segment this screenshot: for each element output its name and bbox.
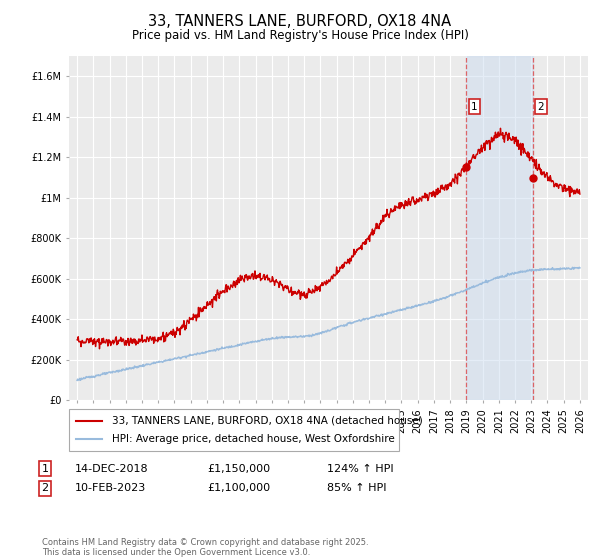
- Text: 33, TANNERS LANE, BURFORD, OX18 4NA: 33, TANNERS LANE, BURFORD, OX18 4NA: [148, 14, 452, 29]
- Text: 33, TANNERS LANE, BURFORD, OX18 4NA (detached house): 33, TANNERS LANE, BURFORD, OX18 4NA (det…: [112, 416, 422, 426]
- Text: 2: 2: [538, 102, 544, 111]
- Text: 1: 1: [471, 102, 478, 111]
- Text: 124% ↑ HPI: 124% ↑ HPI: [327, 464, 394, 474]
- Text: 1: 1: [41, 464, 49, 474]
- Text: Price paid vs. HM Land Registry's House Price Index (HPI): Price paid vs. HM Land Registry's House …: [131, 29, 469, 42]
- Bar: [466, 56, 533, 400]
- Text: 10-FEB-2023: 10-FEB-2023: [75, 483, 146, 493]
- Text: £1,150,000: £1,150,000: [207, 464, 270, 474]
- Text: Contains HM Land Registry data © Crown copyright and database right 2025.
This d: Contains HM Land Registry data © Crown c…: [42, 538, 368, 557]
- Text: £1,100,000: £1,100,000: [207, 483, 270, 493]
- Text: HPI: Average price, detached house, West Oxfordshire: HPI: Average price, detached house, West…: [112, 434, 395, 444]
- FancyBboxPatch shape: [69, 409, 399, 451]
- Text: 85% ↑ HPI: 85% ↑ HPI: [327, 483, 386, 493]
- Text: 2: 2: [41, 483, 49, 493]
- Text: 14-DEC-2018: 14-DEC-2018: [75, 464, 149, 474]
